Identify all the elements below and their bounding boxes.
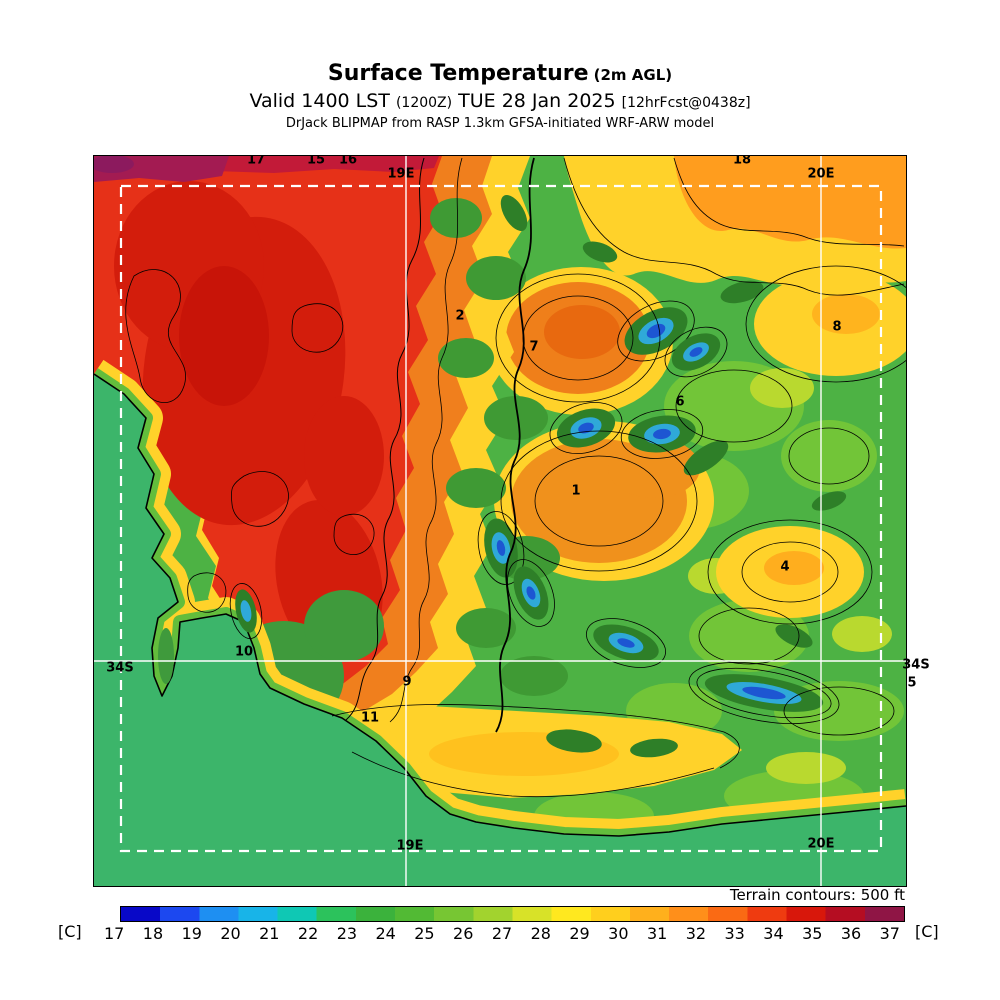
temperature-map: 17 15 16 18 19E 20E 2 7 8 6 1 4 10 34S 9 11 19E 20E bbox=[93, 155, 907, 887]
valid-prefix: Valid 1400 LST bbox=[249, 89, 396, 112]
colorbar-tick: 19 bbox=[181, 924, 202, 943]
plot-title-suffix: (2m AGL) bbox=[593, 66, 673, 84]
colorbar-tick: 27 bbox=[491, 924, 513, 943]
colorbar-tick: 23 bbox=[336, 924, 358, 943]
colorbar-tick: 30 bbox=[608, 924, 629, 943]
terrain-contours bbox=[125, 157, 906, 798]
terrain-contours-note: Terrain contours: 500 ft bbox=[729, 886, 905, 904]
colorbar-tick: 26 bbox=[453, 924, 474, 943]
domain-boundary-dashed bbox=[119, 184, 883, 853]
colorbar-tick: 35 bbox=[802, 924, 823, 943]
colorbar-tick: 28 bbox=[530, 924, 551, 943]
model-line: DrJack BLIPMAP from RASP 1.3km GFSA-init… bbox=[285, 116, 715, 132]
valid-date: TUE 28 Jan 2025 bbox=[452, 89, 622, 112]
plot-header: Surface Temperature (2m AGL) Valid 1400 … bbox=[0, 60, 1000, 133]
valid-time-line: Valid 1400 LST (1200Z) TUE 28 Jan 2025 [… bbox=[0, 90, 1000, 114]
sea-area bbox=[94, 374, 906, 886]
colorbar-tick: 21 bbox=[259, 924, 280, 943]
colorbar-unit-right: [C] bbox=[915, 922, 939, 941]
map-edge-label: 5 bbox=[907, 675, 917, 691]
colorbar-unit-left: [C] bbox=[58, 922, 82, 941]
colorbar-tick: 17 bbox=[104, 924, 125, 943]
colorbar-gradient bbox=[120, 906, 905, 922]
latlon-grid-lines bbox=[94, 156, 906, 886]
colorbar-ticks: 17 18 19 20 21 22 23 24 25 26 27 28 29 30 31 32 33 34 35 36… bbox=[104, 924, 900, 943]
cold-mountain-spots bbox=[229, 194, 847, 758]
coastline bbox=[94, 373, 906, 837]
forecast-tag: [12hrFcst@0438z] bbox=[621, 94, 751, 111]
colorbar-tick: 34 bbox=[763, 924, 784, 943]
map-svg bbox=[94, 156, 906, 886]
map-edge-label: 34S bbox=[902, 657, 930, 673]
valid-zulu: (1200Z) bbox=[395, 94, 453, 111]
colorbar-tick: 24 bbox=[375, 924, 396, 943]
colorbar-tick: 32 bbox=[685, 924, 707, 943]
plot-title-line: Surface Temperature (2m AGL) bbox=[0, 60, 1000, 88]
colorbar-tick: 37 bbox=[879, 924, 900, 943]
plot-title: Surface Temperature bbox=[327, 61, 589, 86]
colorbar-tick: 33 bbox=[724, 924, 745, 943]
colorbar-tick: 18 bbox=[142, 924, 164, 943]
colorbar-tick: 20 bbox=[220, 924, 241, 943]
colorbar-tick: 25 bbox=[414, 924, 435, 943]
colorbar-tick: 29 bbox=[569, 924, 590, 943]
colorbar-tick: 31 bbox=[646, 924, 668, 943]
colorbar-tick: 36 bbox=[840, 924, 862, 943]
colorbar-tick: 22 bbox=[297, 924, 319, 943]
